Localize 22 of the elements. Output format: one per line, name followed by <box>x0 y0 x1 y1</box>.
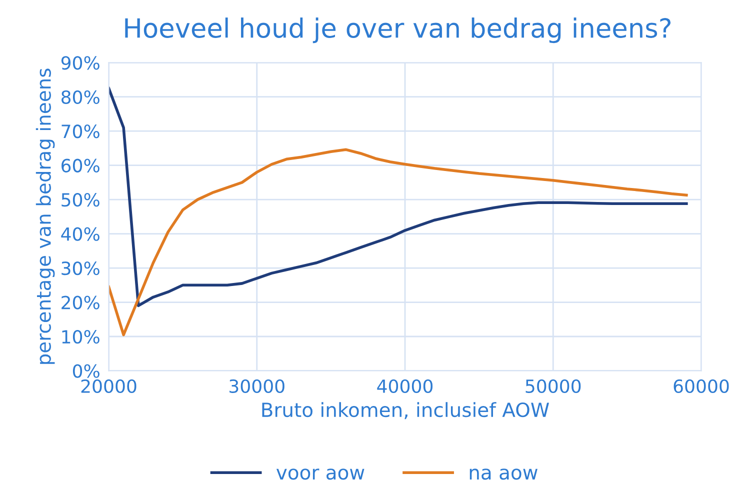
x-tick-label: 40000 <box>377 379 433 394</box>
chart-title: Hoeveel houd je over van bedrag ineens? <box>125 18 671 44</box>
y-tick-label: 50% <box>62 193 100 207</box>
legend-label: voor aow <box>276 468 364 480</box>
y-axis-title: percentage van bedrag ineens <box>36 68 55 364</box>
y-tick-label: 80% <box>62 90 100 104</box>
y-tick-label: 70% <box>62 124 100 138</box>
y-tick-label: 60% <box>62 158 100 172</box>
legend-label: na aow <box>470 468 538 480</box>
x-tick-label: 60000 <box>674 379 729 394</box>
y-tick-label: 0% <box>72 364 100 378</box>
y-tick-label: 20% <box>62 296 100 310</box>
line-series <box>108 86 688 308</box>
y-tick-label: 10% <box>62 330 100 344</box>
x-tick-label: 50000 <box>526 379 581 394</box>
y-tick-label: 30% <box>62 261 100 276</box>
y-tick-label: 40% <box>61 227 100 241</box>
y-tick-label: 90% <box>61 56 100 70</box>
line-series <box>108 148 688 336</box>
x-tick-label: 30000 <box>230 379 284 394</box>
x-tick-label: 20000 <box>81 379 136 394</box>
x-axis-title: Bruto inkomen, inclusief AOW <box>262 402 550 420</box>
